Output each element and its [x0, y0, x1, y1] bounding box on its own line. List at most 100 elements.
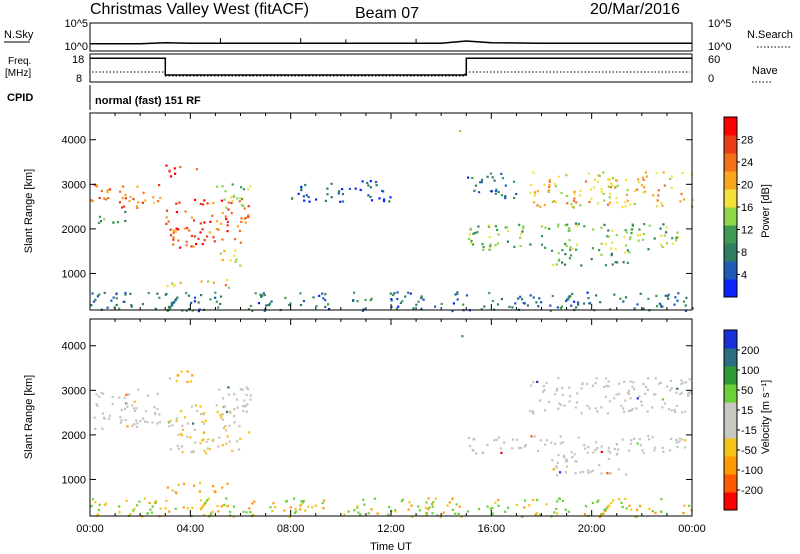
data-cell	[217, 228, 220, 231]
data-cell	[647, 377, 650, 380]
velocity-x-axis: 00:00 04:00 08:00 12:00 16:00 20:00 00:00	[76, 319, 706, 535]
data-cell	[338, 190, 341, 193]
data-cell	[573, 300, 576, 303]
data-cell	[431, 502, 434, 505]
data-cell	[584, 180, 588, 183]
data-cell	[620, 501, 623, 504]
data-cell	[607, 235, 610, 238]
data-cell	[361, 309, 364, 312]
data-cell	[199, 442, 202, 445]
data-cell	[234, 260, 237, 263]
data-cell	[152, 196, 155, 199]
data-cell	[665, 242, 669, 245]
data-cell	[557, 225, 560, 228]
data-cell	[607, 185, 610, 188]
data-cell	[95, 185, 98, 188]
data-cell	[576, 392, 579, 395]
data-cell	[633, 437, 636, 440]
data-cell	[175, 211, 178, 214]
data-cell	[249, 304, 253, 308]
data-cell	[500, 451, 503, 454]
data-cell	[327, 303, 330, 306]
data-cell	[491, 176, 494, 179]
data-cell	[165, 164, 168, 167]
data-cell	[192, 245, 195, 248]
data-cell	[553, 182, 557, 185]
data-cell	[302, 300, 305, 303]
data-cell	[175, 491, 178, 495]
data-cell	[609, 247, 613, 250]
data-cell	[608, 178, 611, 181]
data-cell	[572, 206, 575, 209]
data-cell	[192, 450, 196, 453]
data-cell	[216, 504, 219, 508]
data-cell	[187, 294, 190, 297]
data-cell	[611, 177, 614, 180]
data-cell	[573, 193, 576, 196]
data-cell	[638, 438, 641, 441]
data-cell	[648, 438, 651, 441]
data-cell	[659, 381, 662, 384]
data-cell	[245, 393, 248, 397]
data-cell	[229, 411, 232, 414]
data-cell	[653, 449, 656, 452]
data-cell	[326, 193, 329, 196]
data-cell	[647, 434, 650, 438]
data-cell	[618, 382, 621, 385]
data-cell	[451, 497, 454, 500]
data-cell	[440, 302, 443, 305]
data-cell	[640, 404, 644, 407]
data-cell	[418, 509, 421, 512]
data-cell	[523, 302, 526, 305]
data-cell	[393, 292, 396, 295]
data-cell	[238, 200, 241, 203]
data-cell	[624, 296, 628, 299]
data-cell	[491, 300, 494, 303]
data-cell	[119, 190, 122, 193]
data-cell	[657, 194, 660, 197]
data-cell	[657, 382, 661, 385]
data-cell	[148, 501, 151, 505]
data-cell	[515, 503, 518, 507]
data-cell	[504, 195, 507, 198]
data-cell	[118, 505, 121, 508]
data-cell	[446, 504, 449, 507]
data-cell	[469, 227, 472, 230]
data-cell	[451, 310, 454, 313]
x-tick-label: 00:00	[678, 523, 706, 535]
data-cell	[633, 189, 636, 192]
data-cell	[102, 392, 105, 395]
y-tick-label: 4000	[62, 135, 86, 147]
data-cell	[547, 400, 551, 403]
data-cell	[608, 201, 611, 204]
data-cell	[90, 505, 93, 508]
data-cell	[664, 294, 667, 297]
data-cell	[90, 304, 93, 307]
data-cell	[230, 196, 233, 199]
data-cell	[676, 231, 679, 234]
data-cell	[141, 303, 144, 306]
data-cell	[369, 195, 372, 199]
data-cell	[175, 380, 178, 383]
data-cell	[199, 413, 203, 416]
data-cell	[133, 423, 136, 426]
colorbar-segment	[724, 438, 737, 457]
data-cell	[142, 417, 145, 420]
data-cell	[627, 389, 631, 392]
data-cell	[411, 515, 414, 518]
data-cell	[233, 408, 236, 411]
data-cell	[633, 307, 636, 310]
data-cell	[641, 449, 644, 452]
data-cell	[458, 505, 461, 508]
data-cell	[610, 254, 613, 257]
data-cell	[642, 191, 645, 194]
data-cell	[630, 508, 633, 511]
data-cell	[566, 223, 569, 226]
data-cell	[168, 169, 171, 172]
data-cell	[675, 404, 678, 407]
data-cell	[230, 201, 233, 205]
data-cell	[132, 407, 136, 410]
data-cell	[572, 199, 576, 203]
data-cell	[206, 447, 209, 450]
data-cell	[115, 292, 118, 295]
